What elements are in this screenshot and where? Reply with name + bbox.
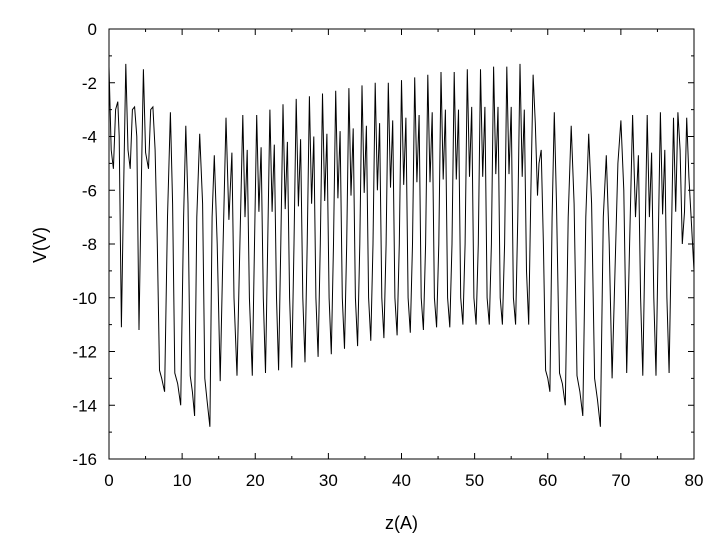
x-tick-label: 10	[173, 471, 192, 490]
y-tick-label: -2	[82, 74, 97, 93]
y-axis-label: V(V)	[30, 227, 50, 263]
y-tick-label: -8	[82, 235, 97, 254]
x-tick-label: 50	[465, 471, 484, 490]
y-tick-labels: 0 -2 -4 -6 -8 -10 -12 -14 -16	[72, 20, 97, 469]
x-tick-label: 40	[392, 471, 411, 490]
x-tick-label: 70	[611, 471, 630, 490]
y-tick-label: -4	[82, 128, 97, 147]
y-tick-label: 0	[88, 20, 97, 39]
axis-ticks	[108, 28, 695, 460]
series-line	[108, 63, 695, 427]
x-axis-label: z(A)	[385, 513, 418, 533]
y-tick-label: -16	[72, 450, 97, 469]
x-tick-label: 80	[685, 471, 704, 490]
x-tick-label: 60	[538, 471, 557, 490]
x-tick-label: 0	[104, 471, 113, 490]
y-tick-label: -10	[72, 289, 97, 308]
y-tick-label: -6	[82, 181, 97, 200]
x-tick-label: 20	[246, 471, 265, 490]
y-tick-label: -12	[72, 343, 97, 362]
x-tick-labels: 0 10 20 30 40 50 60 70 80	[104, 471, 703, 490]
x-tick-label: 30	[319, 471, 338, 490]
y-tick-label: -14	[72, 396, 97, 415]
